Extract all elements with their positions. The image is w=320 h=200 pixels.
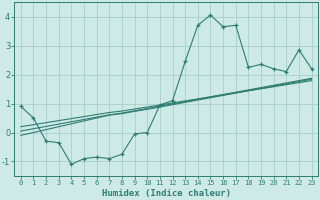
X-axis label: Humidex (Indice chaleur): Humidex (Indice chaleur)	[102, 189, 231, 198]
